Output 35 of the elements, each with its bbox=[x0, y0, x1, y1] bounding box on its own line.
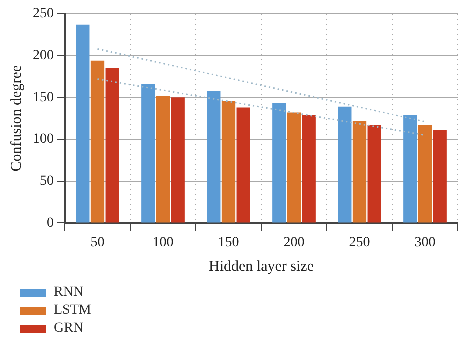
y-axis-title: Confusion degree bbox=[8, 65, 25, 172]
bar bbox=[76, 24, 90, 223]
x-tick-label: 250 bbox=[349, 235, 370, 250]
bar bbox=[404, 115, 418, 223]
y-tick-label: 200 bbox=[33, 48, 54, 64]
bar bbox=[302, 115, 316, 223]
bar bbox=[156, 96, 170, 223]
x-axis-title: Hidden layer size bbox=[209, 258, 314, 275]
y-tick-label: 50 bbox=[40, 174, 54, 190]
x-tick-label: 300 bbox=[414, 235, 436, 250]
x-tick-label: 150 bbox=[218, 235, 240, 250]
y-tick-label: 150 bbox=[33, 90, 54, 106]
bar bbox=[106, 68, 120, 223]
bar bbox=[433, 130, 447, 223]
bar bbox=[171, 98, 185, 223]
x-tick-label: 50 bbox=[90, 235, 105, 250]
bar bbox=[236, 108, 250, 223]
y-tick-label: 0 bbox=[47, 216, 54, 231]
bar bbox=[90, 60, 105, 223]
y-tick-label: 100 bbox=[33, 132, 54, 148]
y-tick-label: 250 bbox=[33, 6, 54, 22]
bar bbox=[338, 106, 352, 223]
legend-label: LSTM bbox=[54, 303, 92, 319]
bar bbox=[222, 101, 236, 223]
bar bbox=[418, 125, 432, 223]
bar bbox=[352, 121, 367, 223]
legend-label: GRN bbox=[54, 321, 84, 337]
bar bbox=[142, 84, 156, 223]
bar bbox=[287, 112, 302, 223]
bar bbox=[207, 90, 221, 223]
legend-label: RNN bbox=[54, 285, 84, 301]
x-tick-label: 100 bbox=[152, 235, 174, 250]
bar bbox=[368, 125, 382, 223]
x-tick-label: 200 bbox=[284, 235, 305, 250]
bar bbox=[272, 104, 286, 223]
